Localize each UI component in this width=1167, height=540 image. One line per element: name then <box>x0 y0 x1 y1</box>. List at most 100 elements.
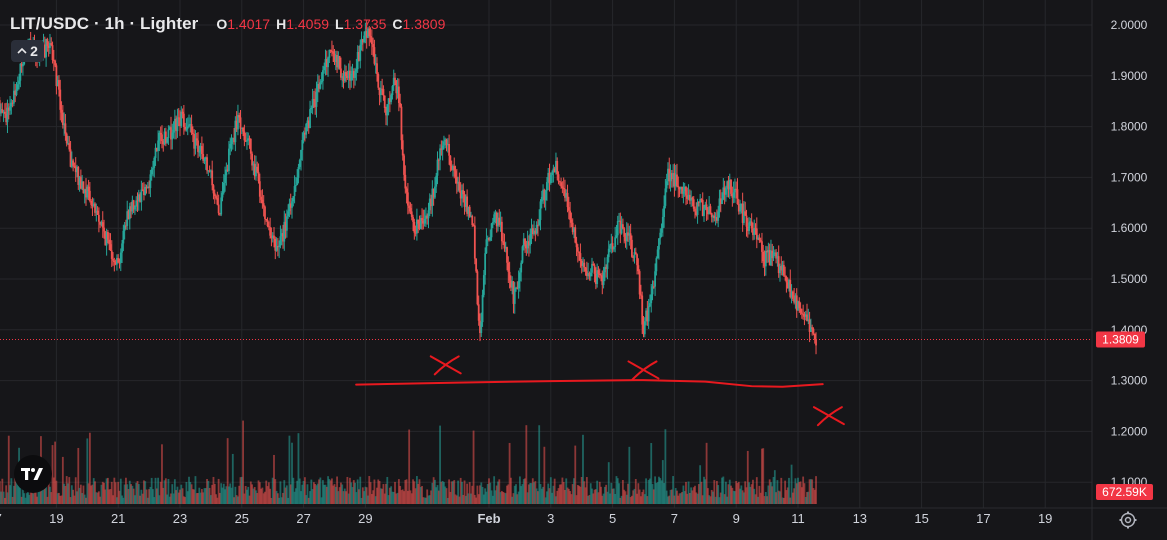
candle-body <box>661 216 664 229</box>
volume-bar <box>748 482 750 504</box>
candle-body <box>173 118 176 130</box>
time-tick-label: 19 <box>49 511 63 526</box>
x-mark-drawing[interactable] <box>429 355 462 376</box>
candle-body <box>443 141 445 146</box>
x-mark-drawing[interactable] <box>812 406 845 427</box>
indicators-toggle-button[interactable]: 2 <box>11 40 44 62</box>
volume-bar <box>283 480 286 504</box>
volume-bar <box>606 491 609 504</box>
candle-body <box>306 120 309 124</box>
volume-bar <box>167 478 170 504</box>
volume-bar <box>231 453 234 504</box>
candle-body <box>529 233 532 246</box>
support-trendline-drawing[interactable] <box>355 379 824 388</box>
volume-bar <box>791 492 794 504</box>
volume-bar <box>382 484 385 504</box>
candle-body <box>399 102 402 107</box>
volume-bar <box>119 478 122 504</box>
volume-bar <box>413 481 416 504</box>
volume-bar <box>149 486 152 504</box>
tradingview-logo-icon[interactable] <box>14 455 52 493</box>
volume-bar <box>815 476 817 504</box>
volume-bar <box>770 482 772 504</box>
candle-body <box>247 138 250 141</box>
volume-bar <box>287 497 290 504</box>
volume-bar <box>224 489 226 504</box>
volume-bar <box>732 490 735 504</box>
volume-bar <box>772 476 775 504</box>
volume-bar <box>499 492 502 504</box>
candle-body <box>376 63 378 75</box>
volume-bar <box>452 481 454 504</box>
volume-bar <box>56 493 59 504</box>
candle-body <box>686 195 689 199</box>
candle-body <box>0 109 2 114</box>
volume-bar <box>705 442 708 504</box>
candle-body <box>482 275 485 295</box>
volume-bar <box>6 492 9 504</box>
candle-body <box>506 247 508 263</box>
candle-body <box>293 186 296 197</box>
candle-body <box>781 264 784 271</box>
candle-body <box>815 339 817 346</box>
candle-body <box>564 189 566 198</box>
candle-body <box>672 173 675 180</box>
volume-bar <box>781 497 784 504</box>
candle-body <box>287 211 290 217</box>
candle-body <box>522 238 525 247</box>
candle-body <box>370 37 373 45</box>
volume-bar <box>414 488 417 504</box>
candle-body <box>434 186 436 198</box>
candle-body <box>773 252 776 254</box>
gear-icon[interactable] <box>1118 510 1138 530</box>
candle-body <box>517 280 520 289</box>
candle-body <box>210 170 212 172</box>
open-label: O <box>216 16 228 32</box>
candle-body <box>555 160 557 173</box>
volume-bar <box>437 490 440 504</box>
symbol-title[interactable]: LIT/USDC · 1h · Lighter <box>10 14 199 33</box>
candle-body <box>96 210 99 215</box>
candle-body <box>593 265 596 274</box>
candle-body <box>397 86 400 103</box>
volume-bar <box>506 485 508 504</box>
volume-bar <box>282 492 284 504</box>
candle-body <box>320 81 323 83</box>
candle-body <box>323 66 326 71</box>
candle-body <box>528 241 530 246</box>
candle-body <box>440 148 443 150</box>
logo-mark <box>21 468 43 480</box>
volume-bar <box>529 483 532 504</box>
candle-body <box>244 140 247 142</box>
candle-body <box>777 256 780 274</box>
candle-body <box>453 166 456 171</box>
volume-bar <box>645 478 647 504</box>
volume-bar <box>190 484 193 504</box>
candle-body <box>681 186 684 194</box>
volume-bar <box>243 493 246 504</box>
volume-bar <box>173 479 176 504</box>
volume-bar <box>722 476 725 504</box>
volume-bar <box>498 479 501 504</box>
drawing-annotations[interactable] <box>355 355 845 427</box>
candle-body <box>546 182 548 191</box>
volume-bar <box>202 492 205 504</box>
candle-body <box>86 186 89 198</box>
candle-body <box>696 201 699 215</box>
candle-body <box>345 72 347 77</box>
candle-body <box>802 313 805 315</box>
x-mark-drawing[interactable] <box>627 360 660 381</box>
volume-bar <box>811 479 814 504</box>
candle-body <box>199 146 202 152</box>
candle-body <box>509 280 512 288</box>
volume-bar <box>179 489 181 504</box>
candle-body <box>168 127 171 130</box>
volume-bar <box>269 488 272 504</box>
volume-bar <box>346 476 349 504</box>
price-tick-label: 1.3000 <box>1111 374 1148 388</box>
volume-bar <box>686 493 689 504</box>
candle-body <box>202 153 205 161</box>
candle-body <box>516 287 519 289</box>
volume-bar <box>409 490 412 504</box>
